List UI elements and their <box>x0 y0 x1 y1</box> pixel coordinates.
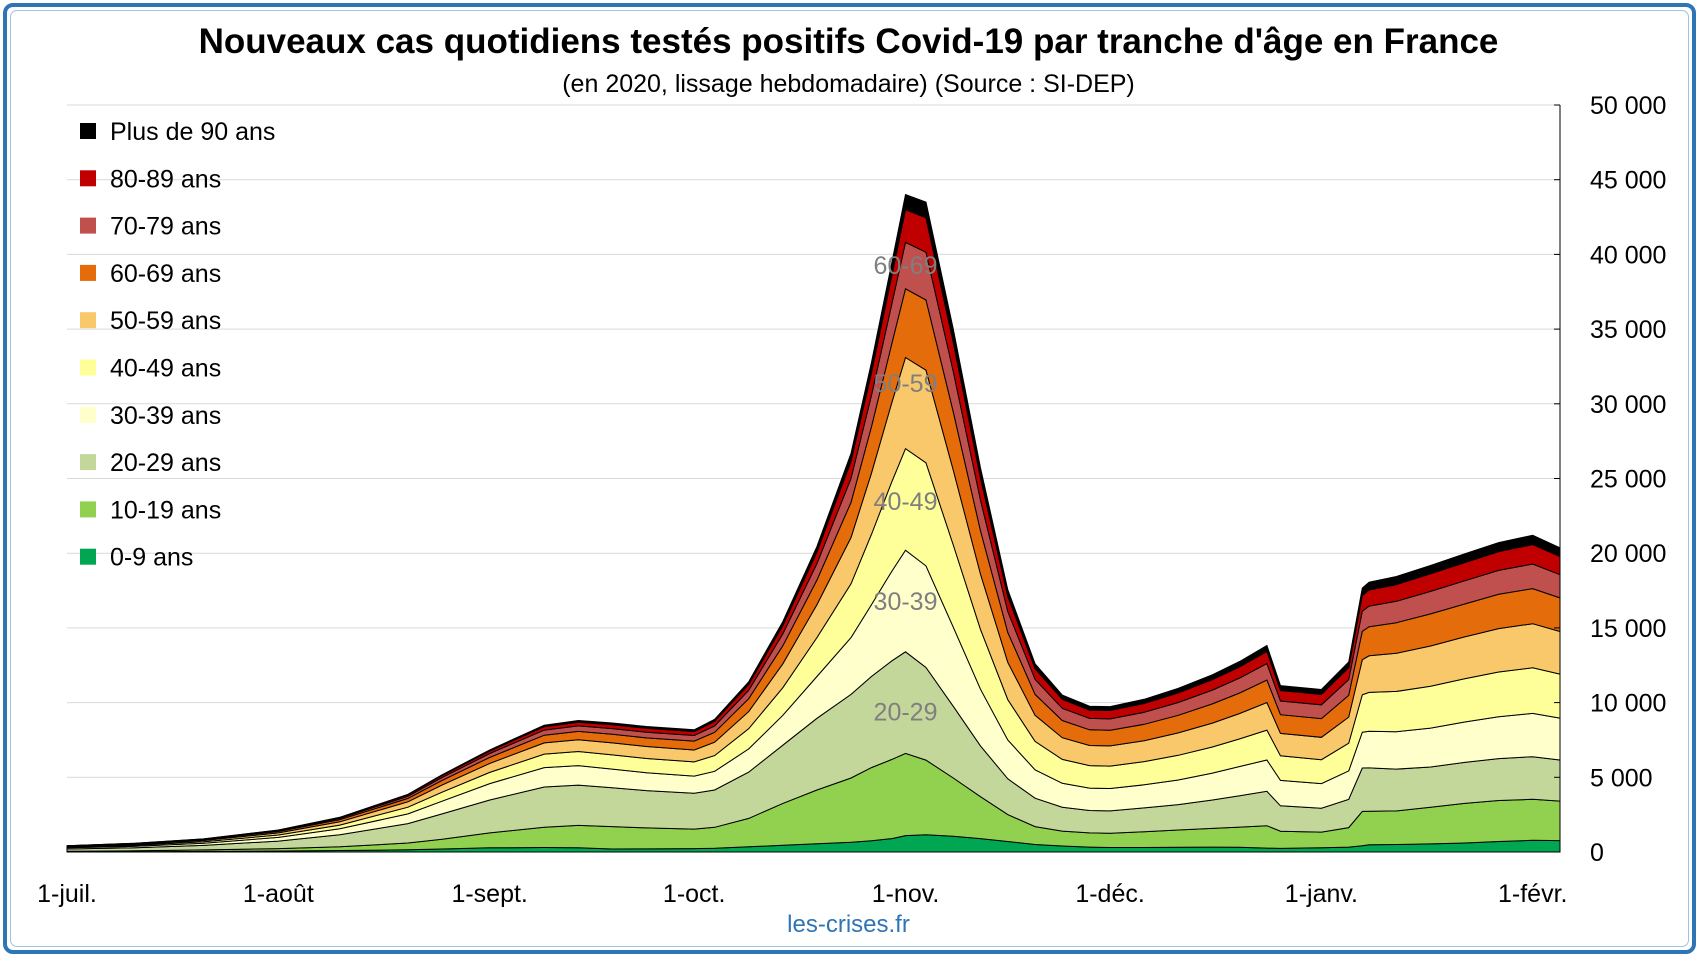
axes <box>67 104 1561 853</box>
legend-item: 10-19 ans <box>80 496 221 524</box>
legend-label: 50-59 ans <box>110 307 221 335</box>
y-tick-label: 40 000 <box>1590 241 1666 269</box>
legend-label: 40-49 ans <box>110 355 221 383</box>
y-tick-label: 5 000 <box>1590 764 1653 792</box>
y-tick-label: 0 <box>1590 839 1604 867</box>
legend-item: 0-9 ans <box>80 544 193 572</box>
x-tick-label: 1-oct. <box>663 880 726 908</box>
area-label: 60-69 <box>874 252 938 280</box>
y-tick-label: 50 000 <box>1590 92 1666 120</box>
legend: Plus de 90 ans 80-89 ans 70-79 ans 60-69 an… <box>80 118 275 572</box>
legend-item: 30-39 ans <box>80 402 221 430</box>
x-tick-label: 1-nov. <box>872 880 940 908</box>
legend-label: 60-69 ans <box>110 260 221 288</box>
area-label: 50-59 <box>874 370 938 398</box>
legend-label: 30-39 ans <box>110 402 221 430</box>
x-tick-label: 1-sept. <box>451 880 527 908</box>
legend-label: 20-29 ans <box>110 449 221 477</box>
x-tick-label: 1-févr. <box>1498 880 1567 908</box>
legend-label: Plus de 90 ans <box>110 118 275 146</box>
y-tick-label: 25 000 <box>1590 466 1666 494</box>
area-labels: 20-29 30-39 40-49 50-59 60-69 <box>874 252 938 727</box>
x-tick-label: 1-juil. <box>37 880 97 908</box>
area-label: 20-29 <box>874 699 938 727</box>
area-label: 30-39 <box>874 588 938 616</box>
legend-swatch <box>80 454 96 471</box>
y-tick-label: 15 000 <box>1590 615 1666 643</box>
legend-swatch <box>80 359 96 376</box>
y-tick-label: 10 000 <box>1590 690 1666 718</box>
y-tick-label: 30 000 <box>1590 391 1666 419</box>
area-label: 40-49 <box>874 488 938 516</box>
legend-swatch <box>80 312 96 329</box>
y-tick-label: 45 000 <box>1590 167 1666 195</box>
legend-swatch <box>80 170 96 187</box>
chart-subtitle: (en 2020, lissage hebdomadaire) (Source … <box>562 70 1135 98</box>
legend-swatch <box>80 264 96 281</box>
legend-item: 50-59 ans <box>80 307 221 335</box>
x-tick-label: 1-janv. <box>1285 880 1358 908</box>
legend-swatch <box>80 548 96 565</box>
legend-label: 80-89 ans <box>110 165 221 193</box>
legend-swatch <box>80 217 96 234</box>
legend-label: 70-79 ans <box>110 213 221 241</box>
legend-item: 60-69 ans <box>80 260 221 288</box>
legend-swatch <box>80 501 96 518</box>
x-axis-tick-labels: 1-juil. 1-août 1-sept. 1-oct. 1-nov. 1-déc. 1-… <box>37 880 1567 908</box>
chart-frame-inner-border <box>10 10 1689 947</box>
legend-label: 10-19 ans <box>110 496 221 524</box>
source-credit: les-crises.fr <box>787 911 910 938</box>
x-tick-label: 1-déc. <box>1075 880 1144 908</box>
legend-item: 40-49 ans <box>80 355 221 383</box>
x-tick-label: 1-août <box>243 880 314 908</box>
legend-item: 70-79 ans <box>80 213 221 241</box>
y-axis-tick-labels: 0 5 000 10 000 15 000 20 000 25 000 30 000 35 0… <box>1590 92 1666 867</box>
chart-title: Nouveaux cas quotidiens testés positifs … <box>198 22 1499 61</box>
legend-swatch <box>80 123 96 139</box>
legend-item: 80-89 ans <box>80 165 221 193</box>
legend-item: 20-29 ans <box>80 449 221 477</box>
legend-swatch <box>80 406 96 423</box>
y-tick-label: 35 000 <box>1590 316 1666 344</box>
legend-label: 0-9 ans <box>110 544 193 572</box>
legend-item: Plus de 90 ans <box>80 118 275 146</box>
series-areas <box>66 193 1561 853</box>
y-tick-label: 20 000 <box>1590 540 1666 568</box>
